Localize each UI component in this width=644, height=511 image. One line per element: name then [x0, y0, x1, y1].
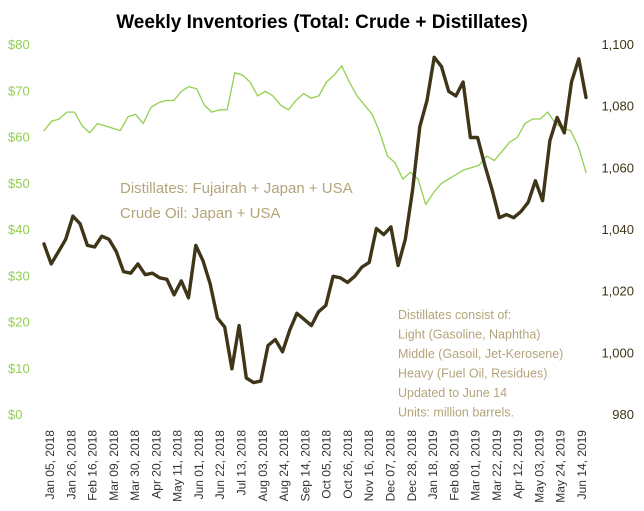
left-tick-label: $40 — [8, 222, 30, 237]
left-tick-label: $10 — [8, 361, 30, 376]
x-tick-label: Dec 28, 2018 — [405, 430, 419, 502]
annotation-line: Updated to June 14 — [398, 386, 507, 400]
x-tick-label: May 11, 2018 — [171, 430, 185, 502]
x-tick-label: Apr 12, 2019 — [511, 430, 525, 499]
x-tick-label: Jun 01, 2018 — [192, 430, 206, 500]
x-tick-label: Mar 01, 2019 — [469, 430, 483, 501]
x-tick-label: Aug 24, 2018 — [277, 430, 291, 502]
x-tick-label: May 03, 2019 — [532, 430, 546, 503]
left-tick-label: $0 — [8, 407, 22, 422]
series-line-distillates — [43, 65, 587, 206]
left-tick-label: $80 — [8, 37, 30, 52]
left-tick-label: $30 — [8, 268, 30, 283]
legend-distillates: Distillates: Fujairah + Japan + USA — [120, 180, 353, 197]
x-axis: Jan 05, 2018 Jan 26, 2018 Feb 16, 2018 Mar … — [43, 430, 589, 503]
right-tick-label: 1,060 — [601, 160, 634, 175]
right-tick-label: 1,000 — [601, 345, 634, 360]
x-tick-label: Oct 26, 2018 — [341, 430, 355, 499]
right-tick-label: 1,100 — [601, 37, 634, 52]
left-tick-label: $20 — [8, 315, 30, 330]
left-axis: $0 $10 $20 $30 $40 $50 $60 $70 $80 — [8, 37, 30, 422]
x-tick-label: Aug 03, 2018 — [256, 430, 270, 502]
x-tick-label: Mar 22, 2019 — [490, 430, 504, 501]
x-tick-label: Feb 16, 2018 — [86, 430, 100, 501]
x-tick-label: Feb 08, 2019 — [447, 430, 461, 501]
plot-area — [42, 55, 588, 385]
series-line-crude-oil — [42, 55, 588, 385]
chart-title: Weekly Inventories (Total: Crude + Disti… — [116, 12, 528, 33]
right-tick-label: 980 — [612, 407, 634, 422]
x-tick-label: Jun 14, 2019 — [575, 430, 589, 500]
annotation-line: Light (Gasoline, Naphtha) — [398, 328, 540, 342]
x-tick-label: May 24, 2019 — [554, 430, 568, 503]
x-tick-label: Mar 30, 2018 — [128, 430, 142, 501]
x-tick-label: Jun 22, 2018 — [213, 430, 227, 500]
x-tick-label: Mar 09, 2018 — [107, 430, 121, 501]
x-tick-label: Jan 18, 2019 — [426, 430, 440, 500]
right-tick-label: 1,040 — [601, 222, 634, 237]
annotation-line: Distillates consist of: — [398, 308, 511, 322]
left-tick-label: $50 — [8, 176, 30, 191]
x-tick-label: Jul 13, 2018 — [235, 430, 249, 496]
x-tick-label: Jan 26, 2018 — [64, 430, 78, 500]
annotation-line: Heavy (Fuel Oil, Residues) — [398, 367, 547, 381]
right-tick-label: 1,080 — [601, 99, 634, 114]
annotation-line: Middle (Gasoil, Jet-Kerosene) — [398, 347, 563, 361]
x-tick-label: Sep 14, 2018 — [298, 430, 312, 502]
right-axis: 980 1,000 1,020 1,040 1,060 1,080 1,100 — [601, 37, 634, 422]
x-tick-label: Oct 05, 2018 — [320, 430, 334, 499]
x-tick-label: Jan 05, 2018 — [43, 430, 57, 500]
left-tick-label: $70 — [8, 83, 30, 98]
annotation-box: Distillates consist of: Light (Gasoline, … — [398, 308, 563, 420]
x-tick-label: Apr 20, 2018 — [149, 430, 163, 499]
right-tick-label: 1,020 — [601, 284, 634, 299]
left-tick-label: $60 — [8, 130, 30, 145]
x-tick-label: Nov 16, 2018 — [362, 430, 376, 502]
legend-crude-oil: Crude Oil: Japan + USA — [120, 205, 281, 222]
x-tick-label: Dec 07, 2018 — [384, 430, 398, 502]
annotation-line: Units: million barrels. — [398, 406, 514, 420]
